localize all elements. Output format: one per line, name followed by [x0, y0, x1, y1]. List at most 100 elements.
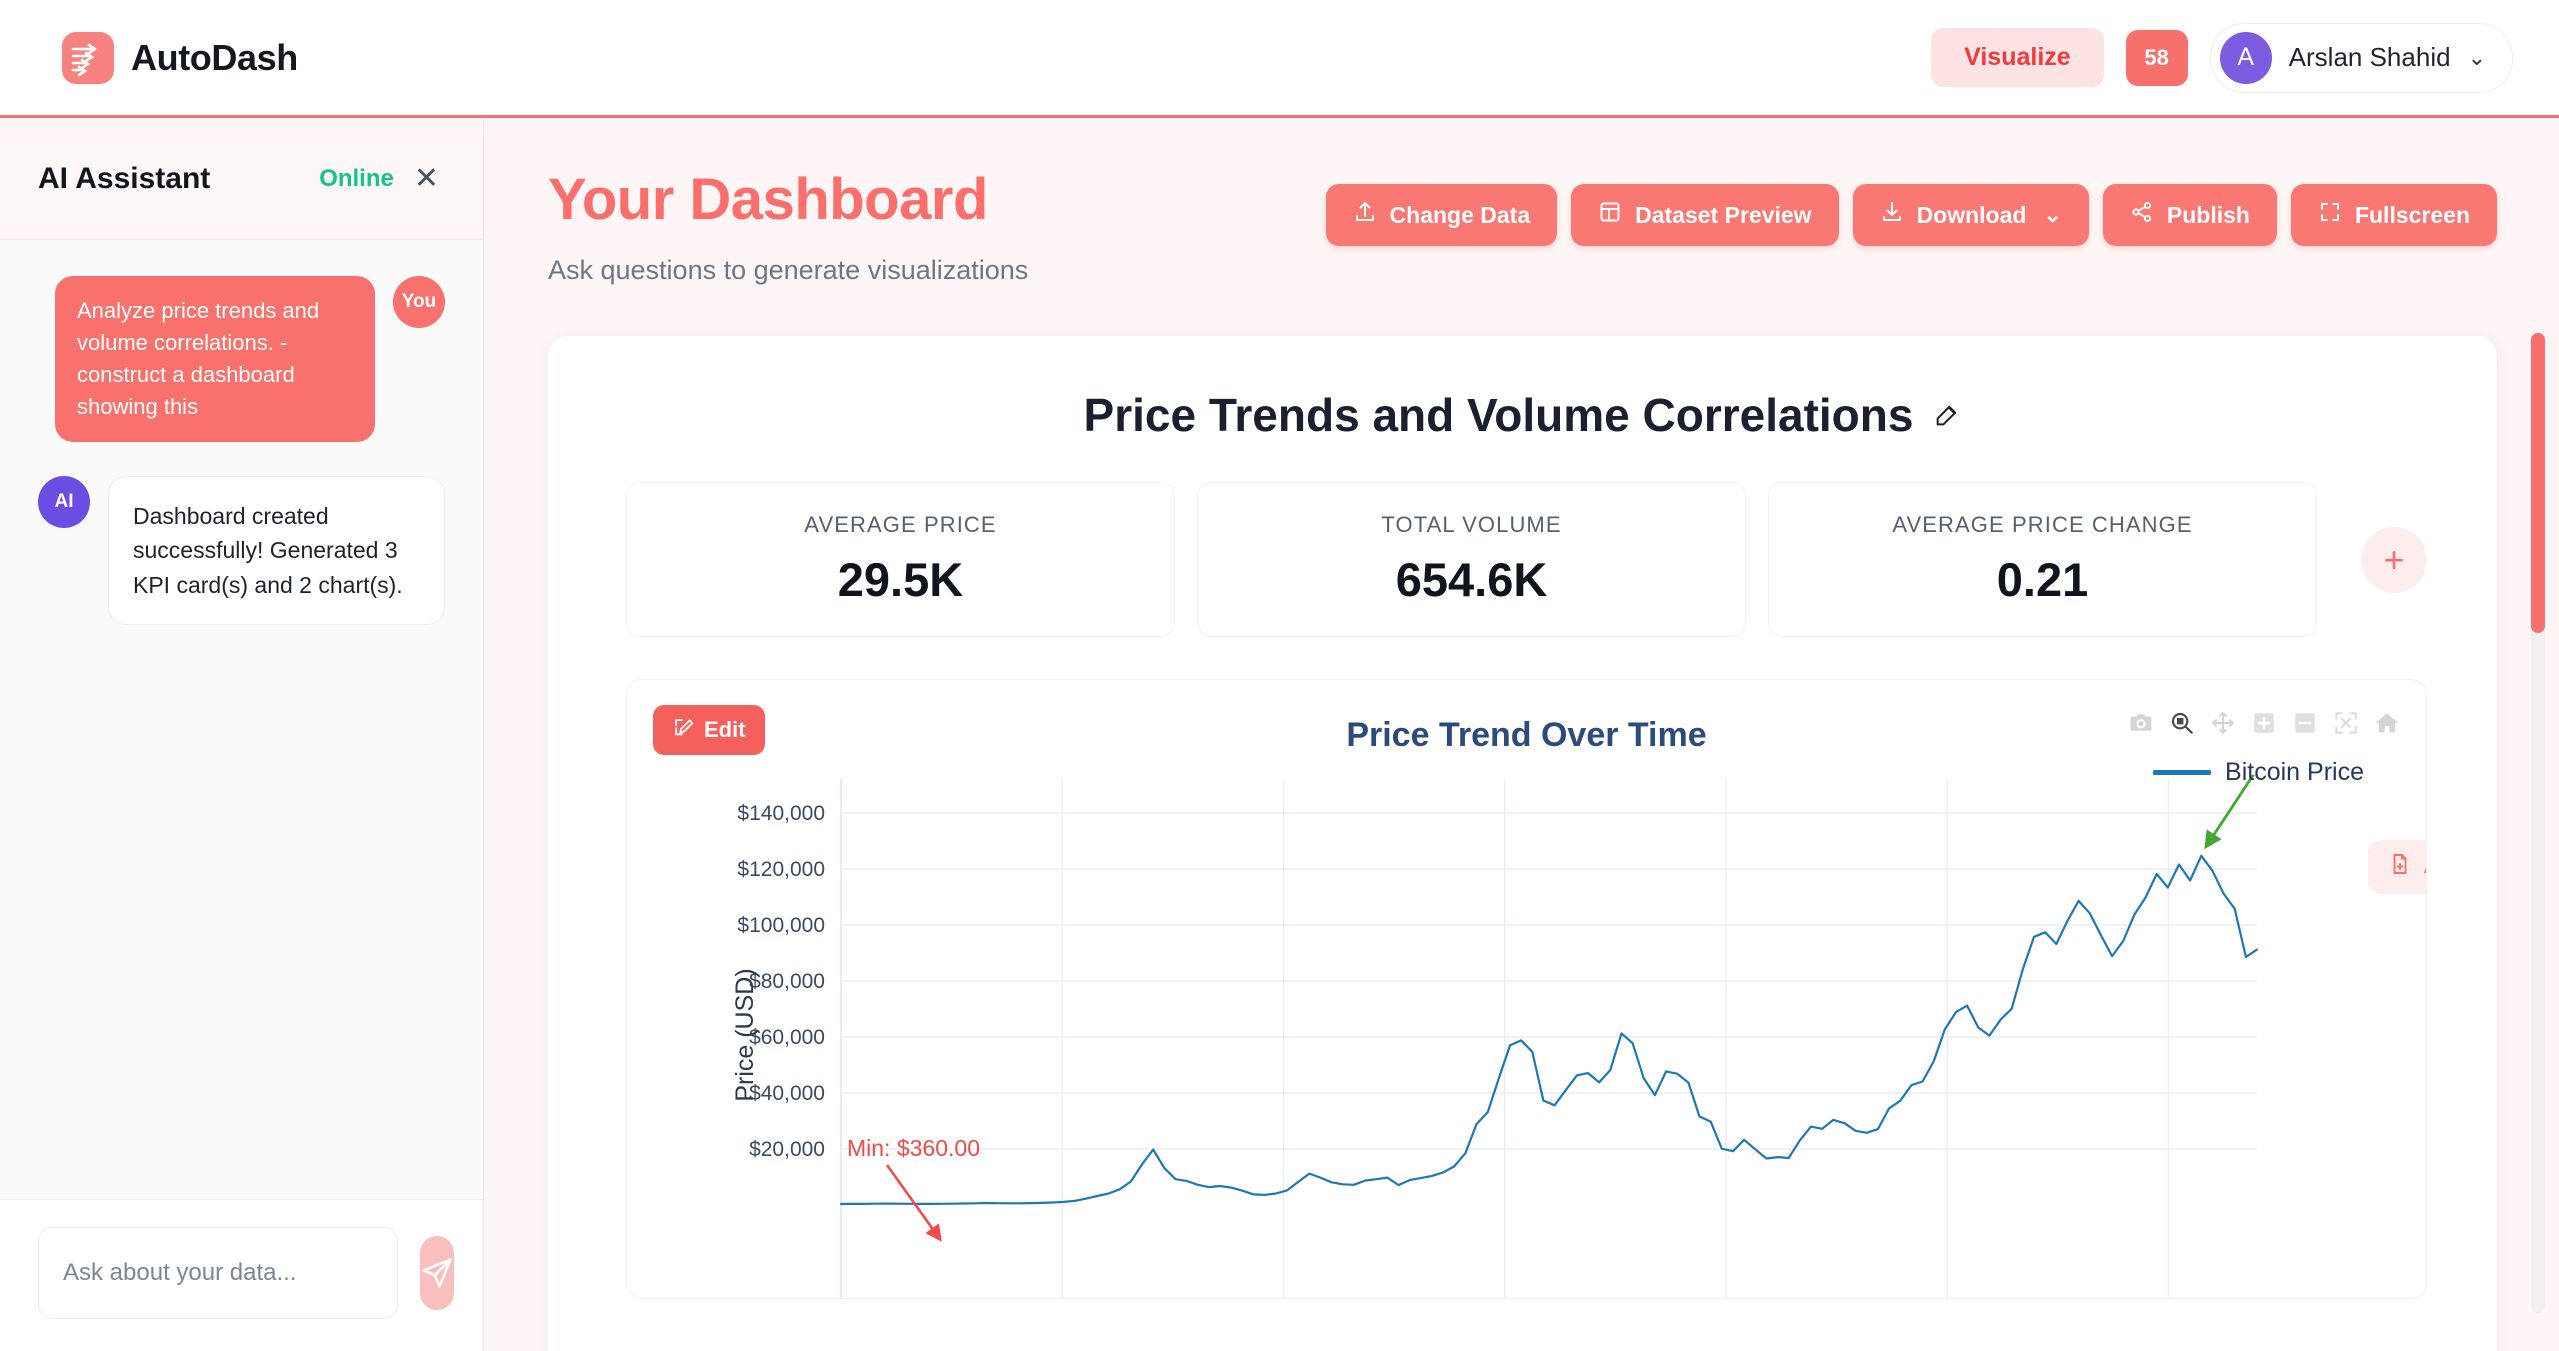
edit-square-icon	[672, 716, 694, 744]
dashboard-toolbar: Change Data Dataset Preview Downloa	[1325, 166, 2497, 246]
y-axis-label: Price (USD)	[731, 968, 759, 1101]
camera-icon[interactable]	[2128, 710, 2154, 736]
chart-card: Edit Price Trend Over Time	[626, 679, 2427, 1299]
kpi-value: 0.21	[1996, 553, 2089, 606]
kpi-card-row: AVERAGE PRICE 29.5K TOTAL VOLUME 654.6K …	[548, 442, 2497, 637]
chart-title: Price Trend Over Time	[1346, 716, 1707, 754]
download-label: Download	[1916, 201, 2027, 228]
annotation-min: Min: $360.00	[847, 1135, 980, 1161]
chat-avatar-ai: AI	[38, 475, 90, 528]
chart-side-actions: Add notes	[2368, 688, 2427, 894]
sidebar-title: AI Assistant	[38, 161, 211, 195]
dashboard-title: Price Trends and Volume Correlations	[1083, 389, 1914, 441]
legend-swatch	[2153, 770, 2212, 775]
main-content: Your Dashboard Ask questions to generate…	[484, 118, 2559, 1351]
avatar: A	[2219, 31, 2272, 84]
chat-message-ai: AI Dashboard created successfully! Gener…	[38, 475, 445, 626]
autodash-arrows-logo-icon	[62, 31, 114, 84]
chevron-down-icon: ⌄	[2467, 44, 2486, 70]
publish-label: Publish	[2166, 201, 2250, 228]
page-title-group: Your Dashboard Ask questions to generate…	[548, 166, 1028, 286]
notification-badge[interactable]: 58	[2125, 29, 2188, 86]
download-button[interactable]: Download ⌄	[1852, 184, 2089, 246]
annotation-min-arrow	[885, 1164, 942, 1242]
add-kpi-button[interactable]: +	[2361, 526, 2427, 593]
close-icon[interactable]: ✕	[413, 161, 439, 195]
zoom-icon[interactable]	[2169, 710, 2195, 736]
kpi-label: AVERAGE PRICE	[804, 512, 997, 537]
kpi-card[interactable]: AVERAGE PRICE CHANGE 0.21	[1768, 482, 2317, 637]
autoscale-icon[interactable]	[2333, 710, 2359, 736]
y-axis-tick-label: $140,000	[737, 802, 825, 825]
add-notes-button[interactable]: Add notes	[2368, 840, 2426, 894]
top-header: AutoDash Visualize 58 A Arslan Shahid ⌄	[0, 0, 2559, 118]
fullscreen-button[interactable]: Fullscreen	[2290, 184, 2497, 246]
page-title: Your Dashboard	[548, 167, 988, 232]
brand-logo-group[interactable]: AutoDash	[48, 22, 320, 94]
home-icon[interactable]	[2374, 710, 2400, 736]
fullscreen-label: Fullscreen	[2354, 201, 2470, 228]
page-header: Your Dashboard Ask questions to generate…	[484, 118, 2559, 286]
dashboard-title-row: Price Trends and Volume Correlations	[548, 388, 2497, 442]
fullscreen-icon	[2318, 200, 2342, 230]
chat-bubble-text: Analyze price trends and volume correlat…	[55, 276, 375, 442]
main-scrollbar[interactable]	[2531, 333, 2545, 1313]
chat-message-list: Analyze price trends and volume correlat…	[0, 240, 483, 1199]
chat-message-user: Analyze price trends and volume correlat…	[38, 276, 445, 442]
visualize-button[interactable]: Visualize	[1931, 28, 2104, 87]
y-axis-tick-label: $40,000	[749, 1082, 825, 1105]
series-line-bitcoin-price	[839, 854, 2259, 1206]
chat-input[interactable]	[38, 1227, 398, 1319]
chart-legend: Bitcoin Price	[2153, 758, 2364, 787]
header-actions: Visualize 58 A Arslan Shahid ⌄	[1931, 22, 2513, 93]
kpi-card[interactable]: TOTAL VOLUME 654.6K	[1197, 482, 1746, 637]
legend-label: Bitcoin Price	[2225, 758, 2364, 786]
y-axis-tick-label: $20,000	[749, 1138, 825, 1161]
share-icon	[2130, 200, 2154, 230]
chevron-down-icon: ⌄	[2043, 202, 2062, 227]
table-icon	[1598, 200, 1622, 230]
user-name: Arslan Shahid	[2288, 42, 2451, 72]
status-badge: Online	[319, 164, 394, 192]
plotly-modebar	[2128, 710, 2400, 736]
change-data-label: Change Data	[1389, 201, 1531, 228]
y-axis-tick-label: $60,000	[749, 1026, 825, 1049]
dataset-preview-label: Dataset Preview	[1635, 201, 1812, 228]
kpi-value: 29.5K	[837, 553, 964, 606]
edit-chart-button[interactable]: Edit	[653, 705, 765, 755]
kpi-label: AVERAGE PRICE CHANGE	[1892, 512, 2193, 537]
change-data-button[interactable]: Change Data	[1325, 184, 1558, 246]
edit-pencil-icon[interactable]	[1933, 401, 1961, 429]
kpi-label: TOTAL VOLUME	[1381, 512, 1562, 537]
dashboard-panel: Price Trends and Volume Correlations AVE…	[548, 336, 2497, 1351]
add-notes-label: Add notes	[2423, 855, 2426, 879]
chat-bubble-text: Dashboard created successfully! Generate…	[108, 475, 445, 626]
sidebar-header: AI Assistant Online ✕	[0, 118, 483, 240]
kpi-card[interactable]: AVERAGE PRICE 29.5K	[626, 482, 1175, 637]
close-icon[interactable]	[2426, 688, 2427, 750]
y-axis-tick-label: $100,000	[737, 914, 825, 937]
chat-input-bar	[0, 1199, 483, 1351]
user-menu[interactable]: A Arslan Shahid ⌄	[2209, 22, 2513, 93]
main-scrollbar-thumb[interactable]	[2531, 333, 2545, 633]
y-axis-tick-label: $120,000	[737, 858, 825, 881]
zoom-out-icon[interactable]	[2292, 710, 2318, 736]
plot-area[interactable]: $20,000 $40,000 $60,000 $80,000 $100,000 $120…	[627, 727, 2426, 1299]
page-subtitle: Ask questions to generate visualizations	[548, 255, 1029, 285]
chat-avatar-you: You	[393, 276, 445, 328]
price-trend-line-chart[interactable]: $20,000 $40,000 $60,000 $80,000 $100,000 $120…	[627, 727, 2403, 1299]
upload-icon	[1353, 200, 1377, 230]
file-plus-icon	[2388, 852, 2412, 882]
zoom-in-icon[interactable]	[2251, 710, 2277, 736]
send-icon[interactable]	[420, 1236, 454, 1310]
publish-button[interactable]: Publish	[2102, 184, 2277, 246]
pan-icon[interactable]	[2210, 710, 2236, 736]
dataset-preview-button[interactable]: Dataset Preview	[1571, 184, 1839, 246]
kpi-value: 654.6K	[1395, 553, 1548, 606]
edit-chart-label: Edit	[704, 717, 746, 742]
y-axis-tick-label: $80,000	[749, 970, 825, 993]
brand-name: AutoDash	[131, 36, 298, 78]
download-icon	[1880, 200, 1904, 230]
filter-icon[interactable]	[2426, 764, 2427, 826]
ai-assistant-sidebar: AI Assistant Online ✕ Analyze price tren…	[0, 118, 484, 1351]
